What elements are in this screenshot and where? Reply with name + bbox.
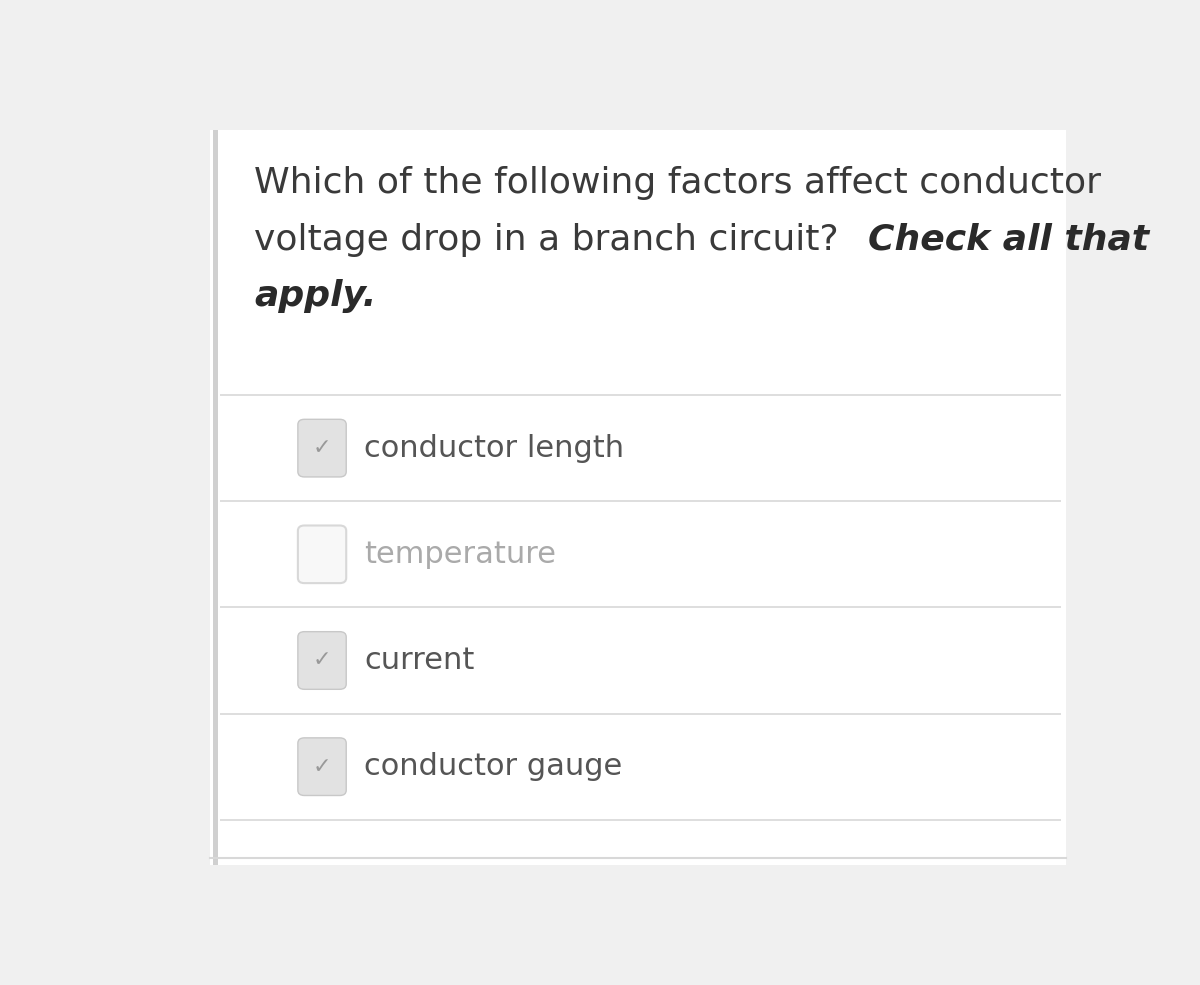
Text: conductor length: conductor length: [364, 433, 624, 463]
Text: conductor gauge: conductor gauge: [364, 753, 622, 781]
FancyBboxPatch shape: [298, 631, 347, 689]
Text: ✓: ✓: [313, 756, 331, 777]
Text: voltage drop in a branch circuit?: voltage drop in a branch circuit?: [254, 223, 869, 256]
Text: temperature: temperature: [364, 540, 556, 568]
Text: Which of the following factors affect conductor: Which of the following factors affect co…: [254, 165, 1102, 200]
Text: ✓: ✓: [313, 438, 331, 458]
Text: Check all that: Check all that: [869, 223, 1150, 256]
Bar: [214, 130, 218, 865]
FancyBboxPatch shape: [298, 738, 347, 796]
FancyBboxPatch shape: [298, 525, 347, 583]
FancyBboxPatch shape: [298, 420, 347, 477]
Text: ✓: ✓: [313, 650, 331, 671]
Text: current: current: [364, 646, 474, 675]
FancyBboxPatch shape: [210, 130, 1066, 865]
Text: apply.: apply.: [254, 280, 377, 313]
